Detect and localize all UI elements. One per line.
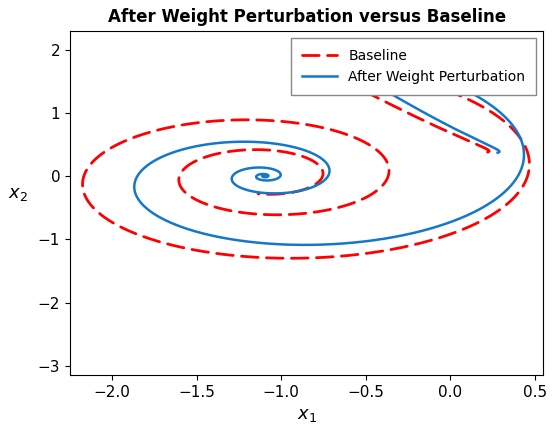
After Weight Perturbation [261,174,267,179]
X-axis label: $x_1$: $x_1$ [296,406,316,424]
Baseline [484,149,491,155]
Baseline [329,254,336,259]
Y-axis label: $x_2$: $x_2$ [8,185,28,203]
After Weight Perturbation [494,150,501,156]
After Weight Perturbation [274,168,281,174]
Baseline [332,206,339,211]
Baseline [318,176,325,181]
Legend: Baseline, After Weight Perturbation: Baseline, After Weight Perturbation [291,38,537,95]
After Weight Perturbation [270,177,277,182]
Baseline [398,245,404,250]
Baseline [302,57,309,63]
After Weight Perturbation [264,174,271,179]
Baseline [255,191,261,197]
After Weight Perturbation [312,45,319,51]
Line: Baseline: Baseline [82,60,529,258]
Baseline [287,256,294,261]
After Weight Perturbation [301,242,308,248]
Baseline [309,184,315,189]
After Weight Perturbation [291,189,297,194]
Line: After Weight Perturbation: After Weight Perturbation [135,48,524,245]
After Weight Perturbation [261,174,267,179]
After Weight Perturbation [322,159,329,164]
Title: After Weight Perturbation versus Baseline: After Weight Perturbation versus Baselin… [107,8,505,26]
Baseline [275,191,281,197]
